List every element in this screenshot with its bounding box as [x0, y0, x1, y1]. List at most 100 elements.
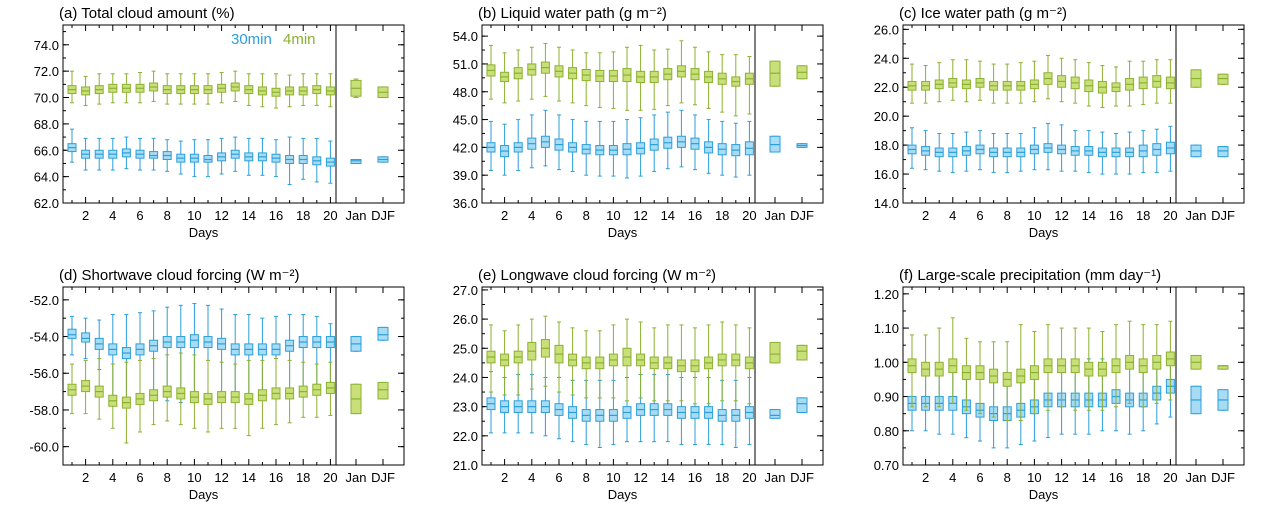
x-axis-label: Days: [1029, 225, 1059, 240]
y-tick-label: -60.0: [29, 440, 59, 455]
x-tick-label: 8: [1004, 208, 1011, 223]
y-tick-label: 26.0: [453, 312, 478, 327]
y-tick-label: 54.0: [453, 29, 478, 44]
plot-frame: [902, 286, 1245, 466]
box-30min-day2-box: [81, 332, 91, 343]
y-tick-label: 21.0: [453, 458, 478, 473]
y-tick-label: 39.0: [453, 168, 478, 183]
y-tick-label: 0.90: [874, 390, 899, 405]
chart-panel-b: (b) Liquid water path (g m⁻²) 36.0 39.0 42.…: [453, 5, 824, 240]
plot-frame: [481, 24, 824, 204]
plot-frame: [62, 24, 405, 204]
y-tick-label: 1.10: [874, 321, 899, 336]
y-tick-label: 0.70: [874, 458, 899, 473]
x-axis-label: Days: [189, 225, 219, 240]
box-4min-djf-box: [377, 381, 389, 400]
box-30min-day1-box: [67, 328, 77, 339]
x-tick-label: 10: [606, 208, 620, 223]
x-tick-label: 6: [555, 470, 562, 485]
box-4min-djf-box: [796, 344, 808, 361]
x-tick-label-jan: Jan: [1186, 208, 1207, 223]
x-tick-label-djf: DJF: [790, 470, 814, 485]
x-tick-label: 10: [1027, 470, 1041, 485]
x-tick-label: 4: [528, 208, 535, 223]
x-tick-label: 6: [555, 208, 562, 223]
x-tick-label: 16: [688, 470, 702, 485]
x-tick-label: 16: [1109, 208, 1123, 223]
y-tick-label: 24.0: [453, 370, 478, 385]
y-tick-label: 22.0: [453, 429, 478, 444]
box-30min-djf-box: [1217, 146, 1229, 158]
y-tick-label: 66.0: [34, 143, 59, 158]
box-4min-jan-box: [769, 341, 781, 364]
y-tick-label: 26.0: [874, 22, 899, 37]
x-tick-label: 8: [583, 470, 590, 485]
x-tick-label: 18: [1136, 470, 1150, 485]
y-tick-label: 18.0: [874, 138, 899, 153]
y-tick-label: 64.0: [34, 170, 59, 185]
plot-frame: [902, 24, 1245, 204]
x-tick-label-jan: Jan: [346, 470, 367, 485]
box-30min-jan-box: [769, 409, 781, 419]
x-tick-label: 16: [1109, 470, 1123, 485]
x-tick-label-jan: Jan: [765, 208, 786, 223]
x-tick-label: 8: [164, 208, 171, 223]
x-tick-label: 20: [1163, 208, 1177, 223]
x-tick-label-jan: Jan: [1186, 470, 1207, 485]
box-30min-day10-box: [189, 334, 199, 349]
x-tick-label: 14: [661, 208, 675, 223]
x-tick-label: 20: [323, 470, 337, 485]
x-tick-label: 10: [606, 470, 620, 485]
x-axis-label: Days: [1029, 487, 1059, 502]
chart-panel-d: (d) Shortwave cloud forcing (W m⁻²) -60.0…: [29, 267, 405, 502]
x-tick-label: 10: [187, 470, 201, 485]
y-tick-label: 48.0: [453, 85, 478, 100]
chart-title: (b) Liquid water path (g m⁻²): [478, 5, 667, 22]
x-tick-label: 16: [269, 470, 283, 485]
x-tick-label: 6: [136, 208, 143, 223]
x-tick-label: 2: [82, 208, 89, 223]
box-30min-day11-box: [203, 155, 213, 163]
x-tick-label: 2: [922, 470, 929, 485]
x-tick-label: 6: [136, 470, 143, 485]
x-tick-label-djf: DJF: [1211, 470, 1235, 485]
x-tick-label: 2: [922, 208, 929, 223]
x-tick-label: 12: [1054, 208, 1068, 223]
x-tick-label: 20: [742, 470, 756, 485]
legend-30min: 30min: [231, 31, 272, 48]
x-tick-label: 14: [661, 470, 675, 485]
x-tick-label: 18: [715, 208, 729, 223]
y-tick-label: 24.0: [874, 51, 899, 66]
chart-title: (e) Longwave cloud forcing (W m⁻²): [478, 267, 716, 284]
x-tick-label: 18: [296, 470, 310, 485]
x-tick-label: 14: [1082, 208, 1096, 223]
x-tick-label: 12: [633, 208, 647, 223]
chart-panel-a: (a) Total cloud amount (%)62.064.066.068…: [34, 5, 405, 240]
box-4min-djf-box: [1217, 73, 1229, 85]
y-tick-label: -56.0: [29, 366, 59, 381]
legend-4min: 4min: [283, 31, 316, 48]
x-axis-label: Days: [608, 225, 638, 240]
y-tick-label: 1.00: [874, 355, 899, 370]
y-tick-label: 23.0: [453, 400, 478, 415]
x-tick-label-djf: DJF: [371, 208, 395, 223]
y-tick-label: 36.0: [453, 196, 478, 211]
chart-title: (d) Shortwave cloud forcing (W m⁻²): [59, 267, 299, 284]
y-tick-label: 42.0: [453, 140, 478, 155]
x-axis-label: Days: [189, 487, 219, 502]
x-tick-label: 12: [1054, 470, 1068, 485]
x-tick-label: 8: [583, 208, 590, 223]
x-tick-label: 18: [715, 470, 729, 485]
x-tick-label: 14: [1082, 470, 1096, 485]
x-tick-label: 2: [501, 208, 508, 223]
x-tick-label: 4: [109, 470, 116, 485]
y-tick-label: 22.0: [874, 80, 899, 95]
x-tick-label: 20: [742, 208, 756, 223]
x-tick-label: 8: [164, 470, 171, 485]
box-30min-jan-box: [350, 158, 362, 164]
x-tick-label-djf: DJF: [790, 208, 814, 223]
plot-frame: [481, 286, 824, 466]
x-tick-label: 4: [949, 470, 956, 485]
y-tick-label: 16.0: [874, 167, 899, 182]
chart-title: (c) Ice water path (g m⁻²): [899, 5, 1067, 22]
